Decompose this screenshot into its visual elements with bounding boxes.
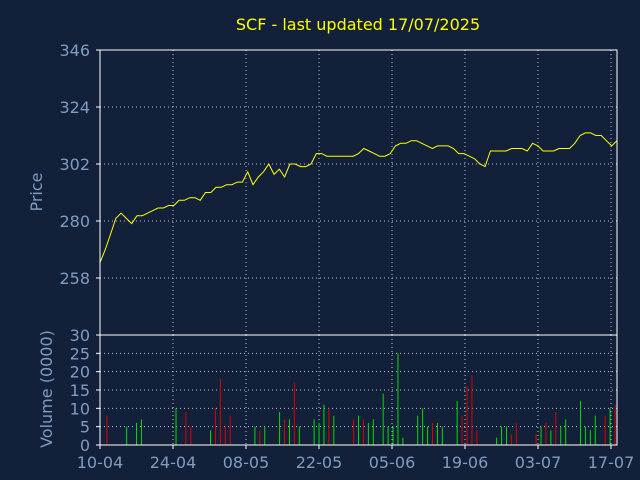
price-line [99, 132, 618, 263]
volume-bars [106, 353, 616, 445]
price-axis-ticks: 346 324 302 280 258 [59, 41, 100, 288]
date-tick-label: 24-04 [150, 453, 197, 472]
price-series [99, 132, 618, 263]
date-tick-label: 05-06 [369, 453, 416, 472]
volume-tick-label: 10 [70, 399, 90, 418]
date-tick-label: 22-05 [296, 453, 343, 472]
price-tick-label: 280 [59, 212, 90, 231]
volume-tick-label: 30 [70, 326, 90, 345]
chart-frames [99, 49, 618, 446]
price-grid [100, 49, 617, 335]
price-plot-frame [99, 49, 618, 336]
price-axis-label: Price [27, 172, 46, 211]
volume-tick-label: 25 [70, 344, 90, 363]
chart-title: SCF - last updated 17/07/2025 [236, 15, 480, 34]
date-tick-label: 19-06 [442, 453, 489, 472]
volume-tick-label: 0 [80, 436, 90, 455]
volume-tick-label: 20 [70, 363, 90, 382]
date-tick-label: 08-05 [223, 453, 270, 472]
date-tick-label: 03-07 [515, 453, 562, 472]
price-tick-label: 302 [59, 155, 90, 174]
price-tick-label: 258 [59, 269, 90, 288]
date-tick-label: 10-04 [77, 453, 124, 472]
price-tick-label: 324 [59, 98, 90, 117]
date-tick-label: 17-07 [588, 453, 635, 472]
date-axis-ticks: 10-04 24-04 08-05 22-05 05-06 19-06 03-07 17-07 [77, 445, 635, 472]
volume-tick-label: 15 [70, 381, 90, 400]
price-tick-label: 346 [59, 41, 90, 60]
volume-axis-label: Volume (0000) [37, 330, 56, 448]
volume-tick-label: 5 [80, 418, 90, 437]
